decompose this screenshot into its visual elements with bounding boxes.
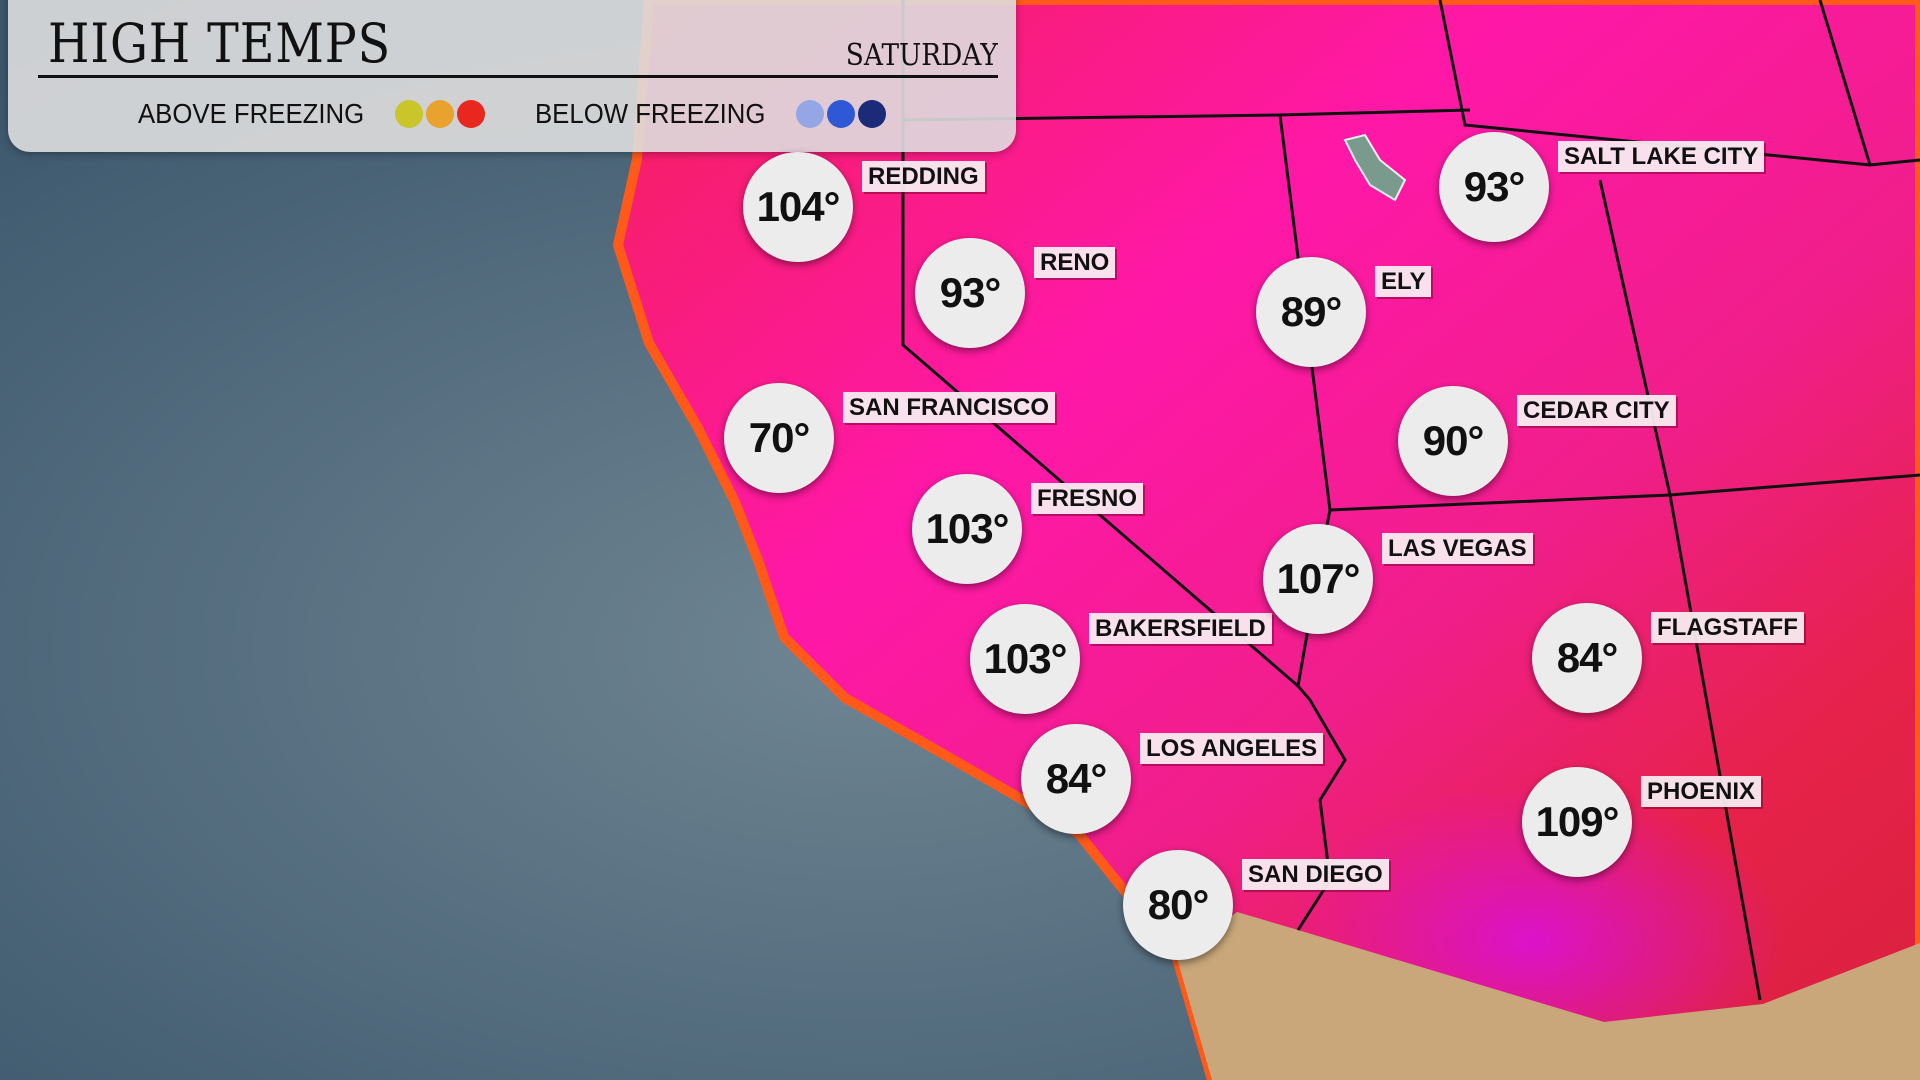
temp-circle: 103° [912, 474, 1022, 584]
temp-circle: 93° [1439, 132, 1549, 242]
mexico-region [1176, 912, 1920, 1080]
temp-circle: 103° [970, 604, 1080, 714]
temp-circle: 109° [1522, 767, 1632, 877]
city-label: CEDAR CITY [1517, 395, 1676, 426]
city-label: PHOENIX [1641, 776, 1762, 807]
great-salt-lake [1343, 133, 1407, 202]
city-label: FRESNO [1031, 483, 1144, 514]
legend-swatch [827, 100, 856, 128]
legend-swatch [456, 100, 485, 128]
legend-label: ABOVE FREEZING [138, 98, 365, 129]
divider [38, 75, 998, 78]
temp-circle: 93° [915, 238, 1025, 348]
temp-circle: 80° [1123, 850, 1233, 960]
legend-swatch [394, 100, 423, 128]
city-label: LOS ANGELES [1140, 733, 1324, 764]
temp-circle: 70° [724, 383, 834, 493]
temp-circle: 84° [1021, 724, 1131, 834]
city-label: SAN DIEGO [1242, 859, 1389, 890]
header-panel: HIGH TEMPS SATURDAY ABOVE FREEZING BELOW… [8, 0, 1016, 152]
temp-circle: 90° [1398, 386, 1508, 496]
legend-swatch [796, 100, 825, 128]
city-label: LAS VEGAS [1382, 533, 1533, 564]
city-label: BAKERSFIELD [1089, 613, 1272, 644]
legend-swatch [858, 100, 887, 128]
city-label: SALT LAKE CITY [1558, 141, 1765, 172]
day-label: SATURDAY [845, 38, 998, 73]
legend-above-freezing: ABOVE FREEZING [138, 98, 485, 130]
temp-circle: 89° [1256, 257, 1366, 367]
temp-circle: 104° [743, 152, 853, 262]
temp-circle: 84° [1532, 603, 1642, 713]
city-label: RENO [1034, 247, 1116, 278]
map-title: HIGH TEMPS [48, 12, 392, 75]
city-label: ELY [1375, 266, 1432, 297]
city-label: FLAGSTAFF [1651, 612, 1804, 643]
city-label: SAN FRANCISCO [843, 392, 1056, 423]
legend-label: BELOW FREEZING [535, 98, 766, 129]
legend-swatch [425, 100, 454, 128]
legend-below-freezing: BELOW FREEZING [535, 98, 887, 130]
city-label: REDDING [862, 161, 985, 192]
temp-circle: 107° [1263, 524, 1373, 634]
